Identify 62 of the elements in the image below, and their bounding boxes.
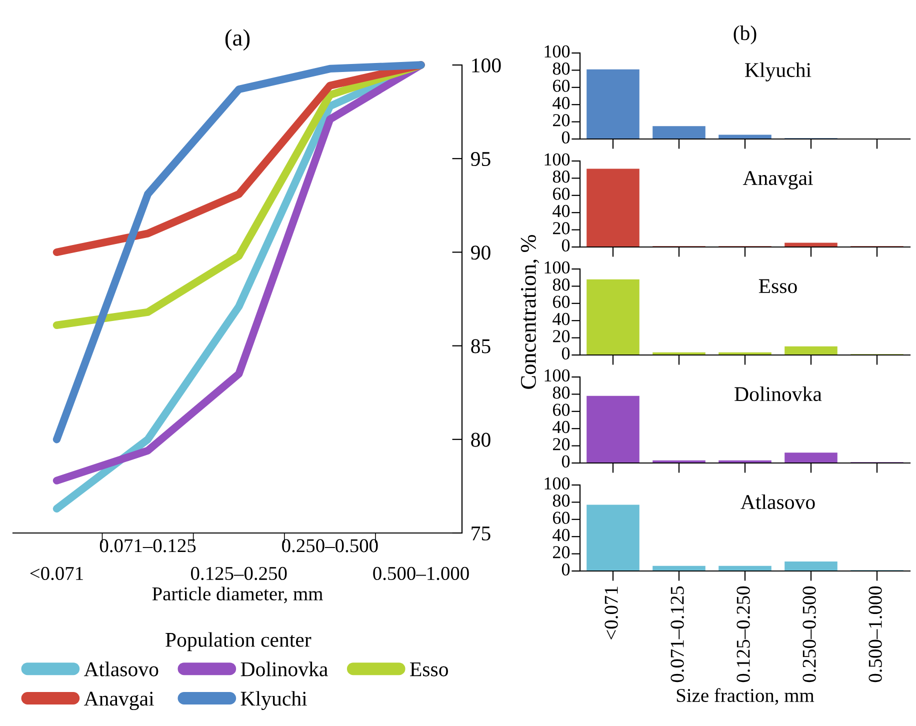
y-tick-label: 20 [553, 330, 570, 342]
y-tick-label: 80 [552, 62, 570, 75]
y-tick-label: 100 [544, 369, 570, 382]
text: (b) [734, 26, 756, 44]
y-tick-label: 80 [552, 386, 570, 399]
y-tick-label: 85 [471, 339, 490, 354]
x-tick-label: 0.250–0.500 [282, 539, 378, 552]
x-tick-label: 0.071–0.125 [100, 539, 196, 552]
y-tick-label: 20 [553, 438, 570, 450]
x-axis-title: Particle diameter, mm [152, 586, 323, 604]
x-tick-label: 0.125–0.250 [190, 566, 287, 580]
legend-label: Dolinovka [240, 662, 328, 676]
legend-title: Population center [166, 632, 312, 652]
y-tick-label: 0 [562, 131, 570, 144]
y-axis-title: Concentration, % [520, 235, 540, 389]
y-tick-label: 40 [552, 420, 570, 434]
y-tick-label: 0 [562, 455, 570, 468]
y-tick-label: 60 [553, 80, 570, 92]
chart-title: Atlasovo [740, 494, 815, 510]
y-tick-label: 0 [562, 563, 570, 576]
y-tick-label: 80 [552, 170, 570, 183]
chart-title: Esso [758, 279, 797, 294]
y-tick-label: 80 [471, 432, 490, 447]
chart-title: Dolinovka [734, 386, 822, 402]
y-tick-label: 60 [553, 296, 570, 308]
y-tick-label: 40 [552, 96, 570, 110]
y-tick-label: 100 [544, 477, 570, 490]
x-tick-label: 0.500–1.000 [868, 586, 882, 682]
x-tick-label: 0.250–0.500 [802, 586, 816, 682]
y-tick-label: 60 [553, 512, 570, 524]
y-tick-label: 20 [553, 546, 570, 558]
x-tick-label: 0.500–1.000 [373, 566, 469, 580]
chart-title: Klyuchi [745, 62, 812, 82]
y-tick-label: 40 [552, 528, 570, 542]
y-tick-label: 60 [553, 188, 570, 200]
y-tick-label: 40 [552, 312, 570, 326]
y-tick-label: 0 [562, 347, 570, 360]
y-tick-label: 60 [553, 404, 570, 416]
x-axis-title: Size fraction, mm [676, 688, 814, 705]
y-tick-label: 100 [544, 45, 570, 58]
y-tick-label: 95 [471, 152, 490, 166]
y-tick-label: 90 [471, 246, 490, 260]
x-tick-label: <0.071 [30, 566, 83, 580]
y-tick-label: 80 [552, 494, 570, 507]
legend-label: Anavgai [84, 692, 154, 710]
y-tick-label: 40 [552, 204, 570, 218]
x-tick-label: 0.125–0.250 [736, 586, 750, 682]
x-tick-label: <0.071 [604, 586, 618, 640]
y-tick-label: 0 [562, 239, 570, 252]
y-tick-label: 100 [472, 58, 501, 72]
chart-title: Anavgai [742, 171, 813, 190]
x-tick-label: 0.071–0.125 [670, 586, 684, 682]
y-tick-label: 100 [544, 153, 570, 166]
chart-title: (a) [225, 29, 250, 51]
legend-label: Klyuchi [240, 691, 307, 710]
y-tick-label: 80 [552, 278, 570, 291]
y-tick-label: 100 [544, 261, 570, 274]
y-tick-label: 20 [553, 222, 570, 234]
legend-label: Atlasovo [84, 662, 158, 676]
y-tick-label: 20 [553, 114, 570, 126]
y-tick-label: 75 [472, 526, 490, 540]
legend-label: Esso [410, 662, 448, 676]
